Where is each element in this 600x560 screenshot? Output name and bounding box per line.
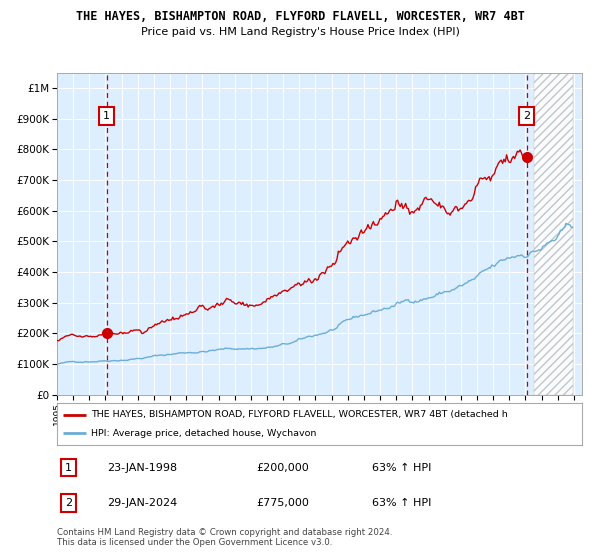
Text: £775,000: £775,000: [257, 498, 310, 508]
Text: 23-JAN-1998: 23-JAN-1998: [107, 463, 177, 473]
Text: 1: 1: [65, 463, 72, 473]
Text: £200,000: £200,000: [257, 463, 309, 473]
Text: 1: 1: [103, 111, 110, 122]
Text: 2: 2: [65, 498, 72, 508]
Text: 2: 2: [523, 111, 530, 122]
Text: 63% ↑ HPI: 63% ↑ HPI: [372, 498, 431, 508]
Text: 29-JAN-2024: 29-JAN-2024: [107, 498, 177, 508]
Text: Price paid vs. HM Land Registry's House Price Index (HPI): Price paid vs. HM Land Registry's House …: [140, 27, 460, 37]
Text: Contains HM Land Registry data © Crown copyright and database right 2024.
This d: Contains HM Land Registry data © Crown c…: [57, 528, 392, 547]
Text: THE HAYES, BISHAMPTON ROAD, FLYFORD FLAVELL, WORCESTER, WR7 4BT: THE HAYES, BISHAMPTON ROAD, FLYFORD FLAV…: [76, 10, 524, 23]
Text: THE HAYES, BISHAMPTON ROAD, FLYFORD FLAVELL, WORCESTER, WR7 4BT (detached h: THE HAYES, BISHAMPTON ROAD, FLYFORD FLAV…: [91, 410, 508, 419]
Text: 63% ↑ HPI: 63% ↑ HPI: [372, 463, 431, 473]
Text: HPI: Average price, detached house, Wychavon: HPI: Average price, detached house, Wych…: [91, 429, 317, 438]
